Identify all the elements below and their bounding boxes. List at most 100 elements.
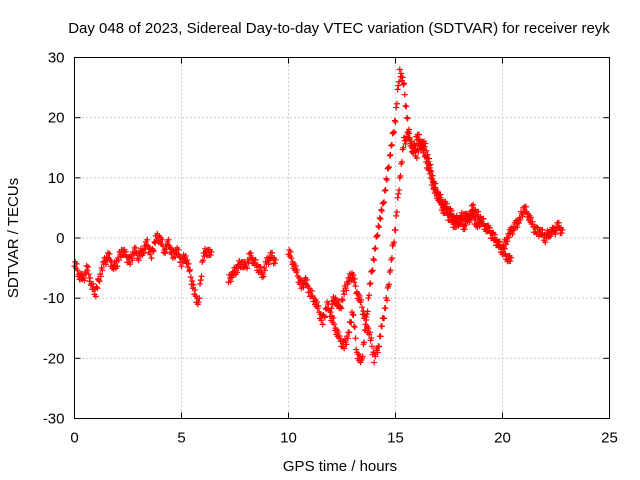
data-point <box>351 323 358 330</box>
data-point <box>300 284 307 291</box>
data-point <box>122 248 129 255</box>
data-point <box>259 274 266 281</box>
data-point <box>395 190 402 197</box>
data-point <box>437 194 444 201</box>
data-point <box>321 314 328 321</box>
series-0 <box>71 66 566 366</box>
data-point <box>523 203 530 210</box>
data-point <box>404 115 411 122</box>
data-point <box>429 172 436 179</box>
data-point <box>245 259 252 266</box>
data-points <box>71 66 566 366</box>
data-point <box>529 218 536 225</box>
data-point <box>106 250 113 257</box>
data-point <box>519 213 526 220</box>
data-point <box>336 333 343 340</box>
data-point <box>261 267 268 274</box>
data-point <box>294 266 301 273</box>
data-point <box>272 256 279 263</box>
data-point <box>388 255 395 262</box>
data-point <box>368 268 375 275</box>
data-point <box>343 287 350 294</box>
grid-lines <box>74 57 610 419</box>
data-point <box>363 317 370 324</box>
data-point <box>359 353 366 360</box>
data-point <box>186 268 193 275</box>
data-point <box>265 261 272 268</box>
data-point <box>196 295 203 302</box>
data-point <box>401 80 408 87</box>
data-point <box>85 263 92 270</box>
data-point <box>349 311 356 318</box>
data-point <box>372 353 379 360</box>
data-point <box>392 118 399 125</box>
data-point <box>260 273 267 280</box>
data-point <box>468 211 475 218</box>
data-point <box>421 143 428 150</box>
data-point <box>81 277 88 284</box>
data-point <box>323 306 330 313</box>
x-tick-label: 5 <box>177 430 185 447</box>
data-point <box>96 278 103 285</box>
data-point <box>234 269 241 276</box>
data-point <box>192 286 199 293</box>
data-point <box>368 335 375 342</box>
data-point <box>392 227 399 234</box>
data-point <box>411 142 418 149</box>
data-point <box>386 281 393 288</box>
data-point <box>361 312 368 319</box>
data-point <box>422 140 429 147</box>
y-tick-label: -20 <box>43 350 65 367</box>
data-point <box>178 263 185 270</box>
data-point <box>399 74 406 81</box>
y-tick-label: 30 <box>48 50 65 67</box>
data-point <box>504 238 511 245</box>
data-point <box>327 309 334 316</box>
y-axis-label: SDTVAR / TECUs <box>5 178 22 298</box>
data-point <box>456 221 463 228</box>
data-point <box>552 231 559 238</box>
data-point <box>394 86 401 93</box>
data-point <box>424 151 431 158</box>
data-point <box>306 285 313 292</box>
data-point <box>150 248 157 255</box>
data-point <box>338 305 345 312</box>
data-point <box>339 296 345 303</box>
data-point <box>391 239 398 246</box>
data-point <box>184 256 191 263</box>
data-point <box>187 274 194 281</box>
data-point <box>426 155 433 162</box>
data-point <box>463 222 470 229</box>
data-point <box>514 224 521 231</box>
data-point <box>328 305 335 312</box>
data-point <box>413 154 420 161</box>
data-point <box>381 199 388 206</box>
data-point <box>163 246 170 253</box>
data-point <box>350 272 357 279</box>
data-point <box>403 103 410 110</box>
data-point <box>393 212 400 219</box>
data-point <box>408 138 415 145</box>
data-point <box>142 246 149 253</box>
data-point <box>372 245 379 252</box>
data-point <box>84 267 91 274</box>
data-point <box>319 321 326 328</box>
data-point <box>400 144 407 151</box>
data-point <box>366 329 373 336</box>
data-point <box>102 261 109 268</box>
data-point <box>352 283 359 290</box>
data-point <box>383 175 390 182</box>
data-point <box>339 297 346 304</box>
data-point <box>257 263 264 270</box>
data-point <box>448 207 455 214</box>
x-tick-label: 25 <box>601 430 618 447</box>
data-point <box>491 231 498 238</box>
data-point <box>353 346 360 353</box>
data-point <box>461 226 468 233</box>
data-point <box>376 224 383 231</box>
data-point <box>114 263 121 270</box>
data-point <box>351 275 358 282</box>
data-point <box>426 164 433 171</box>
data-point <box>539 226 546 233</box>
data-point <box>287 248 294 255</box>
